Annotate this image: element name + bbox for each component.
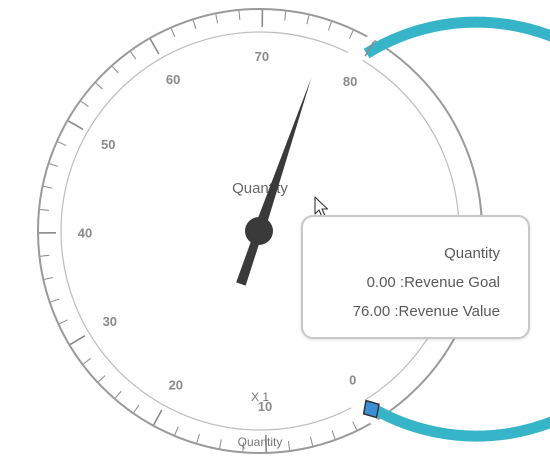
goal-marker[interactable] <box>362 399 380 419</box>
minor-tick <box>331 430 336 440</box>
tick-label: 80 <box>343 74 357 89</box>
tick-label: 50 <box>101 137 115 152</box>
major-tick <box>67 120 84 131</box>
minor-tick <box>196 434 200 443</box>
gauge-tooltip: Quantity 0.00 :Revenue Goal 76.00 :Reven… <box>301 215 530 339</box>
minor-tick <box>215 14 219 24</box>
gauge-title: Quantity <box>232 180 288 197</box>
minor-tick <box>306 15 310 25</box>
minor-tick <box>287 441 291 451</box>
minor-tick <box>50 298 60 303</box>
gauge-tick-labels: 0 10 20 30 40 50 60 70 80 <box>78 49 358 414</box>
tooltip-title: Quantity <box>444 245 500 262</box>
minor-tick <box>133 404 140 413</box>
major-tick <box>364 41 375 57</box>
minor-tick <box>40 254 50 257</box>
minor-tick <box>114 390 122 399</box>
minor-tick <box>130 51 137 60</box>
minor-tick <box>328 21 332 31</box>
tick-label: 40 <box>78 226 92 241</box>
minor-tick <box>49 163 59 167</box>
minor-tick <box>39 209 50 211</box>
tick-label: 60 <box>166 72 180 87</box>
minor-tick <box>83 358 91 365</box>
minor-tick <box>112 66 119 74</box>
minor-tick <box>59 319 68 325</box>
tick-label: 10 <box>258 399 272 414</box>
major-tick <box>149 38 160 55</box>
gauge-range-bar <box>363 16 550 442</box>
minor-tick <box>219 439 222 449</box>
minor-tick <box>238 10 241 21</box>
tooltip-value: 76.00 :Revenue Value <box>352 303 500 320</box>
tooltip-goal: 0.00 :Revenue Goal <box>366 274 500 291</box>
gauge-gap <box>260 25 388 435</box>
gauge-ticks <box>39 10 378 452</box>
minor-tick <box>242 442 245 452</box>
minor-tick <box>95 82 103 90</box>
mouse-pointer-icon <box>314 196 329 218</box>
minor-tick <box>43 185 53 189</box>
tick-label: 20 <box>169 377 183 392</box>
major-tick <box>69 334 86 346</box>
minor-tick <box>57 141 67 146</box>
minor-tick <box>192 20 197 30</box>
minor-tick <box>98 375 106 383</box>
tick-label: 30 <box>103 314 117 329</box>
minor-tick <box>309 436 314 446</box>
gauge-needle[interactable] <box>236 77 312 286</box>
gauge-scale: 0 10 20 30 40 50 60 70 80 <box>37 8 550 454</box>
tick-label: 0 <box>349 372 356 387</box>
minor-tick <box>170 28 176 38</box>
minor-tick <box>44 276 54 280</box>
major-tick <box>153 409 163 426</box>
gauge-caption: Quantity <box>238 435 283 449</box>
minor-tick <box>174 426 179 436</box>
needle-cap <box>245 217 273 245</box>
minor-tick <box>80 100 89 107</box>
minor-tick <box>348 30 354 39</box>
minor-tick <box>284 11 287 21</box>
minor-tick <box>352 421 358 430</box>
multiplier-label: X 1 <box>251 390 269 404</box>
tick-label: 70 <box>255 49 269 64</box>
